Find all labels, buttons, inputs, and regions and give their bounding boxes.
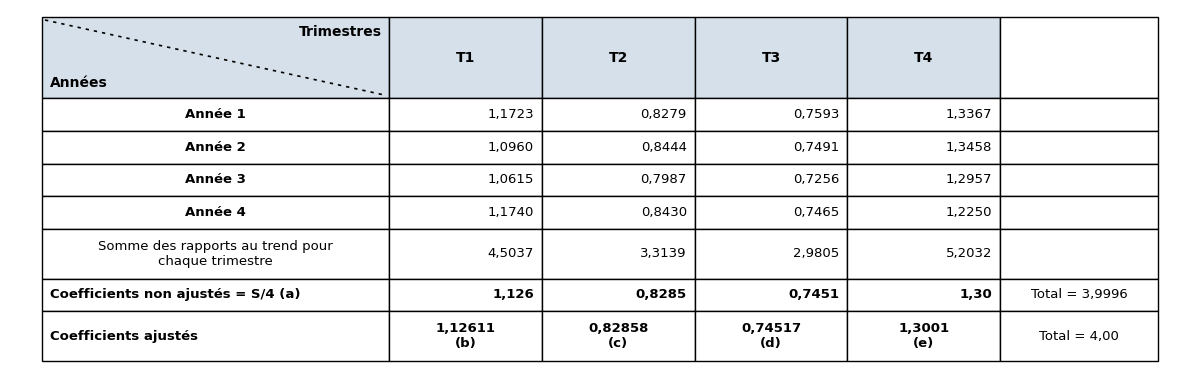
Text: 1,12611
(b): 1,12611 (b) (436, 322, 496, 350)
Text: Coefficients ajustés: Coefficients ajustés (50, 330, 198, 342)
Text: 1,3001
(e): 1,3001 (e) (898, 322, 949, 350)
Bar (695, 17, 847, 99)
Text: T1: T1 (456, 51, 475, 65)
Bar (847, 131, 1000, 164)
Bar (1000, 196, 1158, 229)
Text: 0,8285: 0,8285 (636, 288, 686, 301)
Bar (695, 229, 847, 279)
Bar (390, 311, 542, 361)
Bar (390, 17, 542, 99)
Bar (695, 99, 847, 131)
Bar (542, 196, 695, 229)
Bar (695, 311, 847, 361)
Bar (390, 279, 542, 311)
Bar (695, 164, 847, 196)
Text: 0,8430: 0,8430 (641, 206, 686, 219)
Bar (1000, 17, 1158, 99)
Text: 1,0615: 1,0615 (487, 174, 534, 186)
Text: 0,8444: 0,8444 (641, 141, 686, 154)
Text: 0,7491: 0,7491 (793, 141, 840, 154)
Text: T2: T2 (608, 51, 628, 65)
Bar (695, 196, 847, 229)
Bar (847, 279, 1000, 311)
Text: Total = 3,9996: Total = 3,9996 (1031, 288, 1128, 301)
Text: 0,74517
(d): 0,74517 (d) (742, 322, 802, 350)
Text: Années: Années (50, 76, 108, 90)
Bar (695, 131, 847, 164)
Text: 1,30: 1,30 (959, 288, 992, 301)
Text: Total = 4,00: Total = 4,00 (1039, 330, 1118, 342)
Text: 1,2250: 1,2250 (946, 206, 992, 219)
Text: 1,3367: 1,3367 (946, 108, 992, 121)
Text: 1,126: 1,126 (492, 288, 534, 301)
Text: 2,9805: 2,9805 (793, 247, 840, 260)
Text: 0,8279: 0,8279 (641, 108, 686, 121)
Bar (847, 17, 1000, 99)
Bar (542, 164, 695, 196)
Bar (1000, 99, 1158, 131)
Text: Somme des rapports au trend pour
chaque trimestre: Somme des rapports au trend pour chaque … (98, 240, 334, 268)
Bar (542, 131, 695, 164)
Text: 1,2957: 1,2957 (946, 174, 992, 186)
Bar (42, 164, 390, 196)
Bar (542, 311, 695, 361)
Text: 1,0960: 1,0960 (488, 141, 534, 154)
Bar (1000, 311, 1158, 361)
Text: Année 4: Année 4 (185, 206, 246, 219)
Text: 4,5037: 4,5037 (487, 247, 534, 260)
Text: Année 3: Année 3 (185, 174, 246, 186)
Text: Trimestres: Trimestres (299, 25, 382, 39)
Bar (42, 229, 390, 279)
Text: 0,7451: 0,7451 (788, 288, 840, 301)
Text: 0,82858
(c): 0,82858 (c) (588, 322, 649, 350)
Text: 0,7465: 0,7465 (793, 206, 840, 219)
Bar (542, 229, 695, 279)
Bar (42, 196, 390, 229)
Text: 1,1723: 1,1723 (487, 108, 534, 121)
Text: 3,3139: 3,3139 (641, 247, 686, 260)
Bar (42, 131, 390, 164)
Bar (847, 99, 1000, 131)
Bar (542, 99, 695, 131)
Bar (390, 229, 542, 279)
Bar (42, 99, 390, 131)
Text: 5,2032: 5,2032 (946, 247, 992, 260)
Bar (847, 164, 1000, 196)
Text: T4: T4 (914, 51, 934, 65)
Text: Année 2: Année 2 (185, 141, 246, 154)
Text: 0,7593: 0,7593 (793, 108, 840, 121)
Text: Coefficients non ajustés = S/4 (a): Coefficients non ajustés = S/4 (a) (50, 288, 300, 301)
Bar (1000, 229, 1158, 279)
Bar (390, 99, 542, 131)
Bar (542, 17, 695, 99)
Text: 1,1740: 1,1740 (487, 206, 534, 219)
Bar (1000, 279, 1158, 311)
Bar (1000, 131, 1158, 164)
Text: 0,7256: 0,7256 (793, 174, 840, 186)
Bar (847, 229, 1000, 279)
Bar (847, 311, 1000, 361)
Text: 1,3458: 1,3458 (946, 141, 992, 154)
Text: Année 1: Année 1 (185, 108, 246, 121)
Bar (42, 311, 390, 361)
Bar (42, 17, 390, 99)
Bar (1000, 164, 1158, 196)
Bar (390, 164, 542, 196)
Bar (390, 131, 542, 164)
Bar (390, 196, 542, 229)
Bar (847, 196, 1000, 229)
Bar (542, 279, 695, 311)
Text: 0,7987: 0,7987 (641, 174, 686, 186)
Bar (42, 279, 390, 311)
Text: T3: T3 (762, 51, 781, 65)
Bar (695, 279, 847, 311)
